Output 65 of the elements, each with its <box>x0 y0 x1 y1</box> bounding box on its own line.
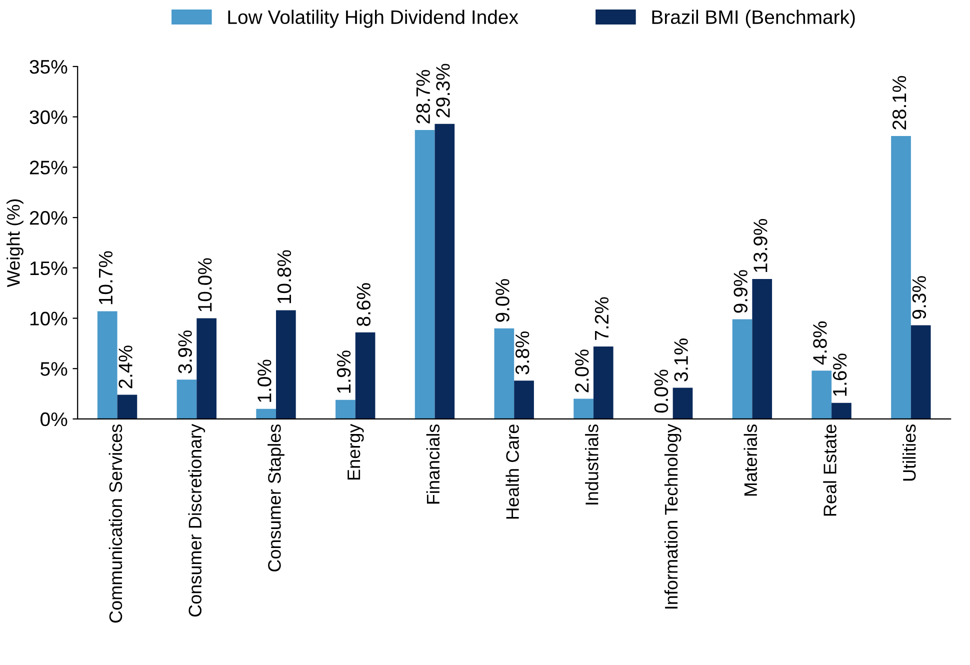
y-tick-label: 30% <box>30 110 68 124</box>
data-label: 8.6% <box>356 283 371 326</box>
bar <box>832 402 852 419</box>
data-label: 9.9% <box>734 270 748 313</box>
bar <box>176 380 197 419</box>
data-label: 1.6% <box>832 354 847 396</box>
y-tick-label: 25% <box>30 160 68 174</box>
data-label: 9.0% <box>496 279 510 322</box>
data-label: 7.2% <box>594 297 609 340</box>
data-label: 2.0% <box>574 350 589 392</box>
x-tick-label: Utilities <box>902 424 916 481</box>
bar <box>494 328 514 419</box>
x-tick-label: Health Care <box>506 424 519 519</box>
bar <box>117 394 138 419</box>
x-tick-label: Real Estate <box>823 424 836 516</box>
bar <box>574 398 594 419</box>
legend-label: Low Volatility High Dividend Index <box>228 10 518 28</box>
bar <box>593 346 614 419</box>
y-tick-label: 15% <box>30 261 68 276</box>
data-label: 2.4% <box>118 346 132 388</box>
x-tick-label: Consumer Staples <box>268 424 284 572</box>
data-label: 9.3% <box>912 276 926 319</box>
bar <box>434 124 455 419</box>
data-label: 4.8% <box>813 321 827 365</box>
y-tick-label: 35% <box>30 60 68 74</box>
data-label: 3.9% <box>178 330 192 374</box>
data-label: 29.3% <box>436 64 450 118</box>
data-label: 10.7% <box>98 251 113 304</box>
bar <box>355 332 376 419</box>
bar <box>910 325 931 419</box>
bar <box>276 310 296 419</box>
data-label: 3.1% <box>674 338 688 382</box>
data-label: 10.0% <box>198 258 212 312</box>
bar <box>752 278 772 419</box>
bar <box>812 370 832 419</box>
legend-label: Brazil BMI (Benchmark) <box>652 10 855 28</box>
bar <box>891 136 911 419</box>
data-label: 3.8% <box>515 332 530 374</box>
bar <box>414 130 435 419</box>
y-axis-title: Weight (%) <box>6 199 24 288</box>
x-tick-label: Consumer Discretionary <box>188 424 206 617</box>
data-label: 1.9% <box>336 350 351 393</box>
x-tick-label: Industrials <box>585 424 598 504</box>
x-tick-label: Materials <box>744 424 758 496</box>
y-tick-label: 20% <box>30 211 68 225</box>
bar <box>732 319 752 419</box>
x-tick-label: Energy <box>348 424 364 480</box>
bar <box>97 311 118 419</box>
y-tick-label: 10% <box>30 312 68 326</box>
data-label: 0.0% <box>654 370 668 413</box>
bar <box>256 408 276 419</box>
bar <box>514 380 534 419</box>
x-tick-label: Financials <box>426 424 440 504</box>
x-tick-label: Information Technology <box>664 424 682 608</box>
data-label: 10.8% <box>277 250 292 304</box>
bar <box>336 400 356 419</box>
bar <box>672 388 693 419</box>
y-tick-label: 0% <box>40 412 68 426</box>
bar <box>196 318 216 419</box>
data-label: 28.7% <box>416 70 430 124</box>
y-tick-label: 5% <box>40 362 68 376</box>
x-tick-label: Communication Services <box>108 424 122 623</box>
data-label: 13.9% <box>754 218 768 272</box>
data-label: 28.1% <box>892 76 906 130</box>
data-label: 1.0% <box>258 360 272 402</box>
